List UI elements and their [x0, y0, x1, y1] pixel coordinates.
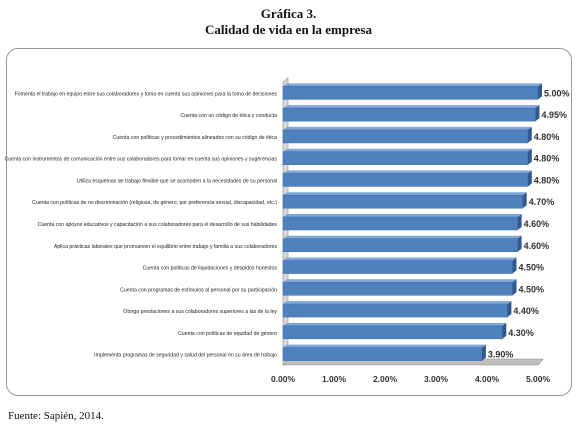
bar-side [512, 279, 517, 296]
bar-top [283, 105, 540, 109]
category-label: Cuenta con políticas de liquidaciones y … [143, 266, 278, 272]
bar [282, 107, 536, 122]
bar [282, 347, 483, 361]
figure-title: Calidad de vida en la empresa [205, 22, 372, 37]
bar-side [527, 170, 532, 187]
value-label: 4.60% [524, 241, 550, 251]
bar-top [283, 83, 542, 87]
bar-top [283, 257, 517, 261]
bar [282, 303, 508, 318]
bar-side [502, 322, 507, 339]
x-tick-label: 2.00% [373, 374, 398, 384]
bar-side [517, 235, 522, 252]
bar-side [507, 301, 512, 318]
category-label: Otorga prestaciones a sus colaboradores … [123, 309, 277, 315]
x-tick-label: 1.00% [322, 374, 347, 384]
value-label: 5.00% [544, 88, 570, 98]
bar [282, 216, 518, 231]
bar-side [512, 257, 517, 274]
bar [282, 260, 513, 274]
bar-top [283, 170, 532, 174]
value-label: 4.80% [534, 175, 560, 185]
x-tick-label: 5.00% [526, 374, 551, 384]
bar [282, 194, 523, 209]
bar [282, 129, 529, 144]
category-label: Utiliza esquemas de trabajo flexible que… [77, 178, 277, 184]
bar-top [283, 322, 507, 326]
bar-side [527, 148, 532, 165]
value-label: 4.40% [513, 306, 539, 316]
bar-side [517, 214, 522, 230]
bar-side [481, 344, 486, 361]
category-label: Cuenta con un código de ética y conducta [180, 113, 277, 119]
bar-top [283, 148, 532, 152]
bar [282, 238, 518, 253]
x-tick-label: 3.00% [424, 374, 449, 384]
category-label: Cuenta con políticas y procedimientos al… [113, 135, 277, 141]
category-label: Cuenta con políticas de equidad de géner… [178, 331, 277, 337]
category-label: Aplica prácticas laborales que promueven… [54, 244, 278, 250]
bar-top [283, 344, 486, 348]
bar-top [283, 126, 532, 130]
value-label: 4.60% [524, 219, 550, 229]
value-label: 4.80% [534, 132, 560, 142]
figure-source: Fuente: Sapién, 2014. [8, 410, 104, 422]
bar [282, 282, 513, 296]
bar-top [283, 214, 522, 217]
bar-top [283, 192, 527, 196]
bar [282, 86, 539, 100]
category-label: Implementa programas de seguridad y salu… [94, 353, 277, 359]
category-label: Fomenta el trabajo en equipo entre sus c… [15, 91, 278, 97]
bar [282, 173, 529, 187]
bar-side [538, 83, 542, 100]
value-label: 4.50% [519, 284, 545, 294]
value-label: 4.80% [534, 154, 560, 164]
bar-side [522, 192, 527, 209]
bar-top [283, 235, 522, 239]
bar-side [527, 126, 532, 143]
value-label: 3.90% [488, 350, 514, 360]
value-label: 4.50% [519, 263, 545, 273]
figure-number: Gráfica 3. [260, 6, 317, 21]
bar-top [283, 301, 512, 305]
value-label: 4.30% [508, 328, 534, 338]
x-tick-label: 0.00% [271, 374, 296, 384]
category-label: Cuenta con instrumentos de comunicación … [4, 157, 277, 163]
value-label: 4.70% [529, 197, 555, 207]
category-label: Cuenta con apoyos educativos y capacitac… [38, 222, 278, 228]
bar [282, 151, 529, 165]
category-label: Cuenta con programas de estímulos al per… [120, 287, 277, 293]
x-tick-label: 4.00% [475, 374, 500, 384]
value-label: 4.95% [541, 110, 567, 120]
bar [282, 325, 503, 340]
bar-side [535, 105, 540, 122]
category-label: Cuenta con políticas de no discriminació… [32, 200, 277, 206]
bar-top [283, 279, 517, 283]
